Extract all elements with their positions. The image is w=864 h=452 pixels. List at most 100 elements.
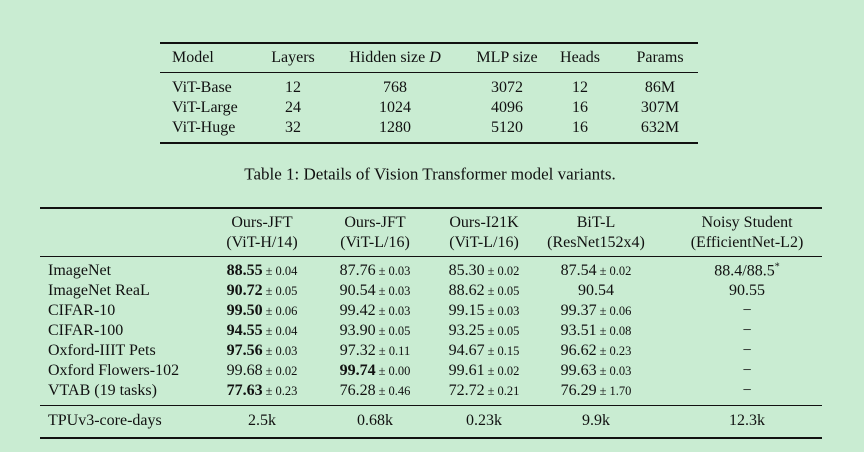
- caption: Table 1: Details of Vision Transformer m…: [244, 164, 616, 184]
- footnote-mark: *: [774, 261, 780, 273]
- cell-error: ± 0.04: [265, 324, 298, 338]
- cell: 12.3k: [729, 412, 765, 429]
- row-label: ImageNet ReaL: [48, 282, 150, 299]
- cell-value: 94.55: [226, 322, 263, 339]
- row-label: ImageNet: [48, 262, 112, 279]
- cell: 88.62 ± 0.05: [449, 283, 520, 299]
- cell-error: ± 0.05: [265, 284, 298, 298]
- cell: −: [742, 303, 751, 319]
- cell-value: 99.15: [448, 302, 485, 319]
- row-label: ViT-Huge: [172, 119, 236, 136]
- header-cell: Hidden size D: [349, 50, 441, 66]
- header-cell: (EfficientNet-L2): [690, 234, 804, 251]
- cell-value: −: [742, 322, 752, 339]
- cell-value: 85.30: [448, 262, 485, 279]
- cell-error: ± 0.11: [378, 344, 411, 358]
- header-cell: Noisy Student: [701, 214, 793, 231]
- header-cell: Model: [172, 49, 214, 66]
- cell: 88.4/88.5*: [714, 262, 779, 279]
- cell-error: ± 0.03: [378, 284, 411, 298]
- cell: 90.55: [729, 283, 765, 299]
- cell: 87.76 ± 0.03: [340, 263, 411, 279]
- cell-value: 72.72: [448, 382, 485, 399]
- cell-value: 97.56: [226, 342, 263, 359]
- cell-error: ± 0.05: [378, 324, 411, 338]
- cell: −: [742, 323, 751, 339]
- cell-value: 90.54: [339, 282, 376, 299]
- cell-value: 99.68: [226, 362, 263, 379]
- cell-value: 76.28: [339, 382, 376, 399]
- cell-error: ± 0.23: [599, 344, 632, 358]
- mid-rule: [40, 405, 822, 406]
- cell: 93.51 ± 0.08: [561, 323, 632, 339]
- bottom-rule: [160, 142, 698, 144]
- math-symbol: D: [429, 49, 441, 66]
- cell-value: 99.61: [448, 362, 485, 379]
- mid-rule: [160, 72, 698, 73]
- cell: 90.54: [578, 283, 614, 299]
- cell-value: 99.50: [226, 302, 263, 319]
- header-cell: (ViT-L/16): [449, 234, 519, 251]
- cell-value: 87.54: [560, 262, 597, 279]
- cell-value: 93.25: [448, 322, 485, 339]
- cell: 97.56 ± 0.03: [227, 343, 298, 359]
- cell-error: ± 0.46: [378, 384, 411, 398]
- cell: 77.63 ± 0.23: [227, 383, 298, 399]
- header-cell: BiT-L: [576, 214, 616, 231]
- cell-value: 99.42: [339, 302, 376, 319]
- header-cell: Ours-JFT: [231, 214, 293, 231]
- cell: 632M: [640, 119, 680, 136]
- header-cell: (ViT-L/16): [340, 234, 410, 251]
- row-label: ViT-Large: [172, 99, 238, 116]
- cell: 99.68 ± 0.02: [227, 363, 298, 379]
- cell: 94.67 ± 0.15: [449, 343, 520, 359]
- header-cell: Params: [636, 49, 684, 66]
- header-cell: Layers: [271, 49, 315, 66]
- cell-value: −: [742, 302, 752, 319]
- cell: 93.25 ± 0.05: [449, 323, 520, 339]
- cell-value: 88.62: [448, 282, 485, 299]
- row-label: ViT-Base: [172, 79, 232, 96]
- cell-error: ± 0.03: [265, 344, 298, 358]
- header-cell: Ours-JFT: [344, 214, 406, 231]
- cell: 12: [285, 79, 301, 96]
- cell-error: ± 0.23: [265, 384, 298, 398]
- cell-error: ± 0.05: [487, 284, 520, 298]
- header-cell: Heads: [560, 49, 600, 66]
- cell: 768: [383, 79, 407, 96]
- cell: 99.42 ± 0.03: [340, 303, 411, 319]
- cell-value: 76.29: [560, 382, 597, 399]
- header-cell: MLP size: [476, 49, 538, 66]
- cell: 99.37 ± 0.06: [561, 303, 632, 319]
- cell: 88.55 ± 0.04: [227, 263, 298, 279]
- cell-error: ± 0.08: [599, 324, 632, 338]
- cell-error: ± 0.02: [487, 364, 520, 378]
- row-label: CIFAR-100: [48, 322, 124, 339]
- cell-value: 90.55: [729, 282, 765, 299]
- cell-value: 93.90: [339, 322, 376, 339]
- cell: 99.15 ± 0.03: [449, 303, 520, 319]
- cell-error: ± 0.02: [487, 264, 520, 278]
- cell: 99.63 ± 0.03: [561, 363, 632, 379]
- cell-error: ± 0.05: [487, 324, 520, 338]
- cell: 12: [572, 79, 588, 96]
- mid-rule: [40, 256, 822, 257]
- cell-error: ± 0.04: [265, 264, 298, 278]
- cell-error: ± 1.70: [599, 384, 632, 398]
- row-label: VTAB (19 tasks): [48, 382, 157, 399]
- cell: 3072: [491, 79, 523, 96]
- cell-value: 99.74: [339, 362, 376, 379]
- cell: 32: [285, 119, 301, 136]
- cell: 99.61 ± 0.02: [449, 363, 520, 379]
- cell: 86M: [644, 79, 676, 96]
- cell: 2.5k: [248, 412, 276, 429]
- cell-value: 87.76: [339, 262, 376, 279]
- cell-value: 96.62: [560, 342, 597, 359]
- cell: 0.23k: [466, 412, 502, 429]
- row-label: TPUv3-core-days: [48, 412, 162, 429]
- cell: −: [742, 383, 751, 399]
- row-label: Oxford Flowers-102: [48, 362, 180, 379]
- cell-value: 90.72: [226, 282, 263, 299]
- cell-value: −: [742, 362, 752, 379]
